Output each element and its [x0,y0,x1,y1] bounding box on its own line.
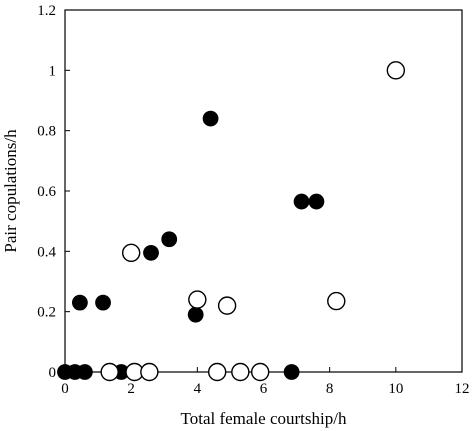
open-data-point [100,362,119,382]
open-data-point [231,362,250,382]
open-data-point [250,362,270,382]
x-tick-label: 2 [127,381,135,397]
filled-data-point [161,231,178,248]
filled-data-point [308,193,325,210]
filled-data-point [95,294,111,311]
x-tick-label: 0 [61,381,69,397]
x-tick-label: 10 [388,381,403,397]
y-tick-label: 1 [49,63,57,79]
filled-data-point [76,364,93,380]
x-axis-label: Total female courtship/h [181,409,347,428]
x-tick-label: 6 [260,381,268,397]
x-tick-label: 8 [326,381,334,397]
y-tick-label: 0.8 [37,124,56,140]
open-data-point [140,362,159,382]
open-data-point [207,362,227,382]
y-tick-label: 0 [49,365,57,381]
filled-data-point [187,306,204,323]
filled-data-point [143,244,159,261]
data-points [57,61,406,382]
open-data-point [121,243,141,263]
y-tick-label: 0.6 [37,184,56,200]
y-tick-label: 0.4 [37,244,56,260]
y-tick-label: 1.2 [37,3,56,19]
filled-data-point [202,110,219,127]
open-data-point [327,291,346,311]
axis-tick-labels: 0 2 4 6 8 10 12 0 0.2 0.4 0.6 0.8 1 1.2 [37,3,469,397]
y-axis-label: Pair copulations/h [1,129,20,253]
y-tick-label: 0.2 [37,305,56,321]
open-data-point [217,296,237,315]
filled-data-point [71,294,88,311]
filled-data-point [293,193,310,210]
x-tick-label: 12 [455,381,470,397]
x-tick-label: 4 [194,381,202,397]
filled-data-point [283,364,300,380]
open-data-point [188,290,207,309]
open-data-point [386,61,406,80]
